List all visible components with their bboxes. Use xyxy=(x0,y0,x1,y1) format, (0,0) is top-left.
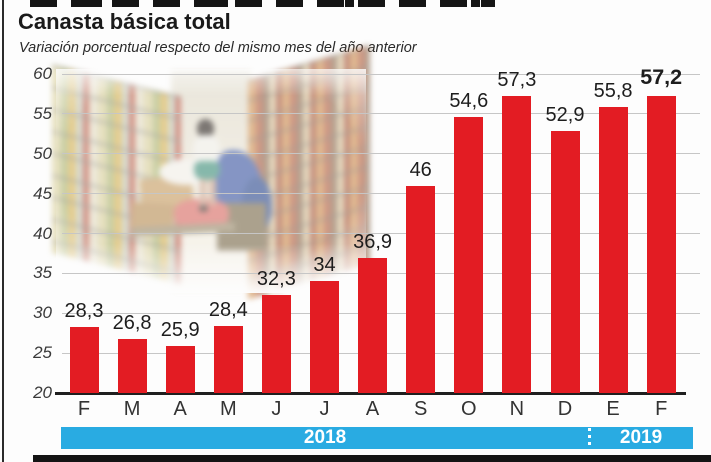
bar-value-label-7: 46 xyxy=(409,158,432,181)
bar-E-11 xyxy=(598,107,628,393)
y-tick-label-60: 60 xyxy=(33,64,52,83)
year-label-2018: 2018 xyxy=(303,427,347,448)
gridline-60 xyxy=(62,73,700,75)
y-tick-label-45: 45 xyxy=(33,183,52,203)
year-band: 2018 2019 xyxy=(61,427,693,449)
bar-value-label-9: 57,3 xyxy=(497,68,537,91)
bar-M-1 xyxy=(117,338,147,393)
bar-F-0 xyxy=(69,326,99,393)
month-label-6: A xyxy=(365,398,380,420)
month-label-10: D xyxy=(557,398,573,420)
month-label-7: S xyxy=(414,398,428,420)
bar-O-8 xyxy=(454,117,484,393)
bar-value-label-6: 36,9 xyxy=(353,231,393,254)
bottom-section-rule xyxy=(33,455,711,462)
left-frame-border xyxy=(2,0,4,462)
x-axis-baseline xyxy=(55,391,686,395)
bar-S-7 xyxy=(406,185,436,393)
month-label-5: J xyxy=(319,398,330,420)
bar-value-label-2: 25,9 xyxy=(160,318,200,341)
bar-value-label-3: 28,4 xyxy=(208,299,248,321)
bar-value-label-0: 28,3 xyxy=(64,299,104,322)
bar-value-label-8: 54,6 xyxy=(449,90,489,113)
supermarket-photo xyxy=(51,44,371,300)
y-tick-label-30: 30 xyxy=(33,303,52,323)
bar-value-label-10: 52,9 xyxy=(545,103,585,126)
bar-D-10 xyxy=(550,130,580,393)
month-label-0: F xyxy=(77,398,91,420)
photo-edge-fade xyxy=(56,69,366,293)
year-divider-dotted-line xyxy=(588,428,592,448)
month-label-9: N xyxy=(509,398,525,420)
bar-J-4 xyxy=(261,294,291,393)
bar-N-9 xyxy=(502,95,532,393)
gridline-40 xyxy=(62,233,700,234)
bar-A-6 xyxy=(358,258,388,393)
bar-F-12 xyxy=(646,96,676,393)
bar-J-5 xyxy=(310,281,339,393)
page-title: Canasta básica total xyxy=(18,9,231,34)
y-tick-label-55: 55 xyxy=(33,103,52,123)
gridline-50 xyxy=(62,153,700,155)
gridline-45 xyxy=(62,193,700,195)
y-tick-label-35: 35 xyxy=(33,263,52,283)
y-tick-label-40: 40 xyxy=(33,223,52,243)
y-tick-label-25: 25 xyxy=(33,343,52,363)
month-label-8: O xyxy=(461,398,477,420)
chart-subtitle: Variación porcentual respecto del mismo … xyxy=(19,40,417,56)
month-label-4: J xyxy=(271,398,282,420)
month-label-11: E xyxy=(606,398,620,420)
month-label-12: F xyxy=(655,398,668,420)
bar-M-3 xyxy=(213,326,243,393)
year-label-2019: 2019 xyxy=(619,427,663,448)
bar-A-2 xyxy=(165,345,195,393)
gridline-55 xyxy=(62,113,700,115)
y-tick-label-20: 20 xyxy=(33,383,52,402)
bar-value-label-4: 32,3 xyxy=(256,267,296,290)
bar-value-label-11: 55,8 xyxy=(593,80,633,103)
bar-value-label-12: 57,2 xyxy=(640,65,683,90)
month-label-3: M xyxy=(219,398,237,420)
year-band-background xyxy=(61,427,693,449)
y-tick-label-50: 50 xyxy=(33,143,52,163)
cropped-headline-remnant xyxy=(30,0,495,7)
month-label-2: A xyxy=(173,398,187,420)
bar-value-label-5: 34 xyxy=(313,254,336,277)
bar-value-label-1: 26,8 xyxy=(112,311,152,334)
month-label-1: M xyxy=(123,398,141,420)
